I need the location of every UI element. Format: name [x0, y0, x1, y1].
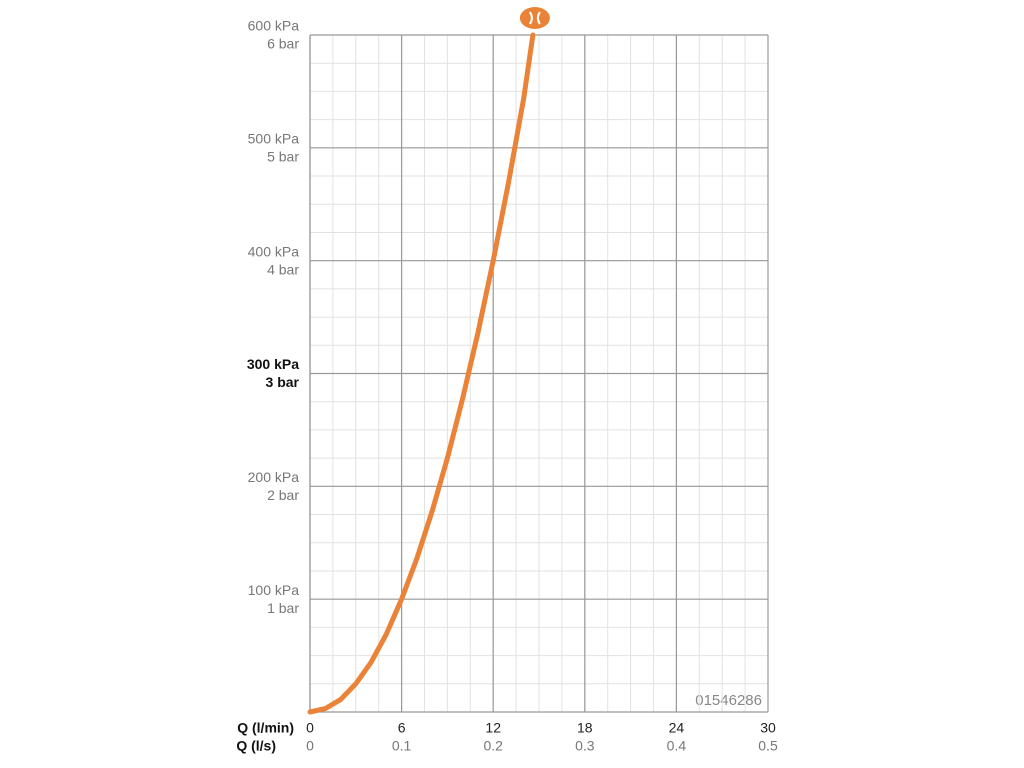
- y-tick-label: 100 kPa: [248, 582, 300, 598]
- product-icon: [519, 7, 550, 29]
- product-icon-symbol: [529, 11, 541, 25]
- x2-tick-label: 0.1: [392, 738, 412, 754]
- x-tick-label: 30: [760, 720, 776, 736]
- y-tick-sublabel: 6 bar: [267, 36, 299, 52]
- x2-axis-label: Q (l/s): [236, 738, 276, 754]
- x-axis-label: Q (l/min): [237, 720, 294, 736]
- grid: [309, 34, 769, 713]
- y-tick-label: 200 kPa: [248, 469, 300, 485]
- x-tick-label: 12: [485, 720, 501, 736]
- y-tick-sublabel: 5 bar: [267, 149, 299, 165]
- x-tick-label: 24: [669, 720, 685, 736]
- y-tick-sublabel: 1 bar: [267, 600, 299, 616]
- y-tick-label: 400 kPa: [248, 243, 300, 259]
- y-tick-label: 600 kPa: [248, 18, 300, 34]
- x-tick-label: 18: [577, 720, 593, 736]
- y-tick-sublabel: 2 bar: [267, 487, 299, 503]
- x-tick-label: 6: [398, 720, 406, 736]
- x-tick-label: 0: [306, 720, 314, 736]
- x2-tick-label: 0: [306, 738, 314, 754]
- x2-tick-label: 0.4: [667, 738, 687, 754]
- x2-tick-label: 0.5: [758, 738, 778, 754]
- x2-tick-label: 0.2: [483, 738, 503, 754]
- x2-tick-label: 0.3: [575, 738, 595, 754]
- curve: [307, 32, 536, 715]
- y-tick-label: 500 kPa: [248, 131, 300, 147]
- y-tick-sublabel: 3 bar: [266, 374, 300, 390]
- y-tick-label: 300 kPa: [247, 356, 299, 372]
- y-tick-sublabel: 4 bar: [267, 261, 299, 277]
- product-code: 01546286: [695, 692, 762, 709]
